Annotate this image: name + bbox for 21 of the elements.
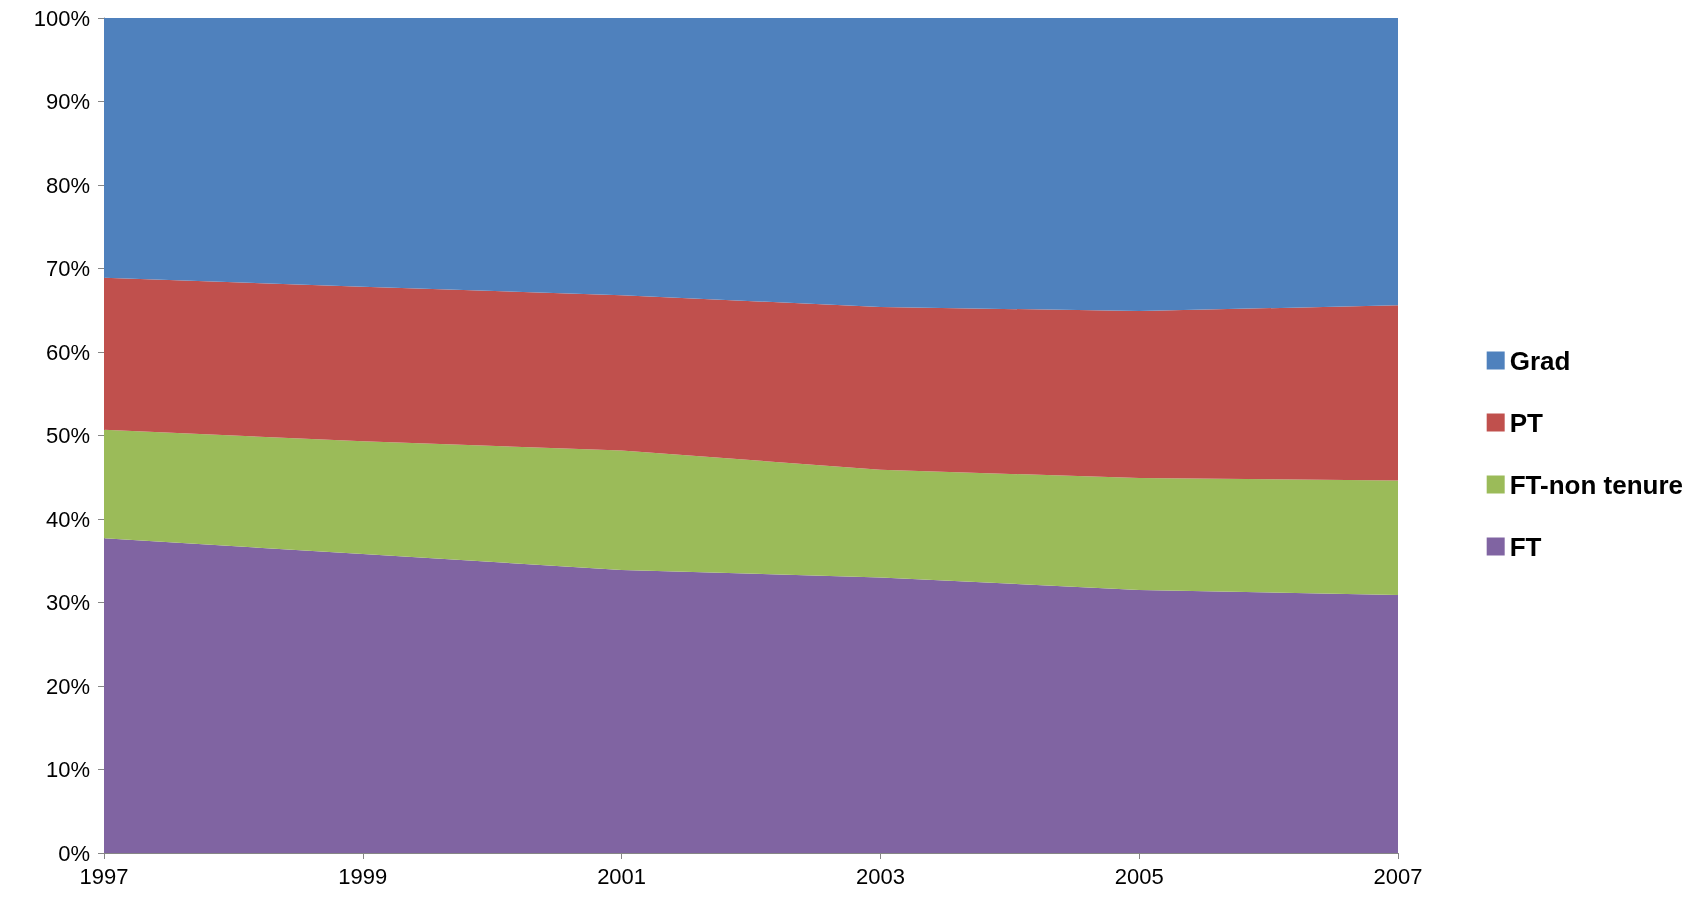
x-tick-label: 2003 [855, 863, 905, 889]
x-tick-label: 2005 [1114, 863, 1164, 889]
x-tick-label: 2007 [1373, 863, 1423, 889]
legend-label: FT [1509, 531, 1542, 562]
y-tick-label: 70% [45, 256, 90, 281]
x-tick-label: 2001 [597, 863, 647, 889]
x-tick-label: 1999 [338, 863, 388, 889]
y-tick-label: 50% [45, 423, 90, 448]
y-tick-label: 20% [45, 673, 90, 699]
legend-label: Grad [1509, 345, 1571, 376]
x-tick-label: 1997 [79, 863, 129, 889]
legend-label: FT-non tenure [1509, 469, 1684, 500]
y-tick-label: 40% [45, 506, 90, 532]
y-tick-label: 10% [45, 757, 90, 782]
y-tick-label: 60% [45, 339, 90, 365]
y-tick-label: 80% [45, 172, 90, 198]
y-tick-label: 30% [45, 590, 90, 615]
y-tick-label: 0% [58, 840, 90, 866]
legend-label: PT [1509, 407, 1544, 438]
y-tick-label: 100% [33, 5, 90, 31]
y-tick-label: 90% [45, 89, 90, 114]
